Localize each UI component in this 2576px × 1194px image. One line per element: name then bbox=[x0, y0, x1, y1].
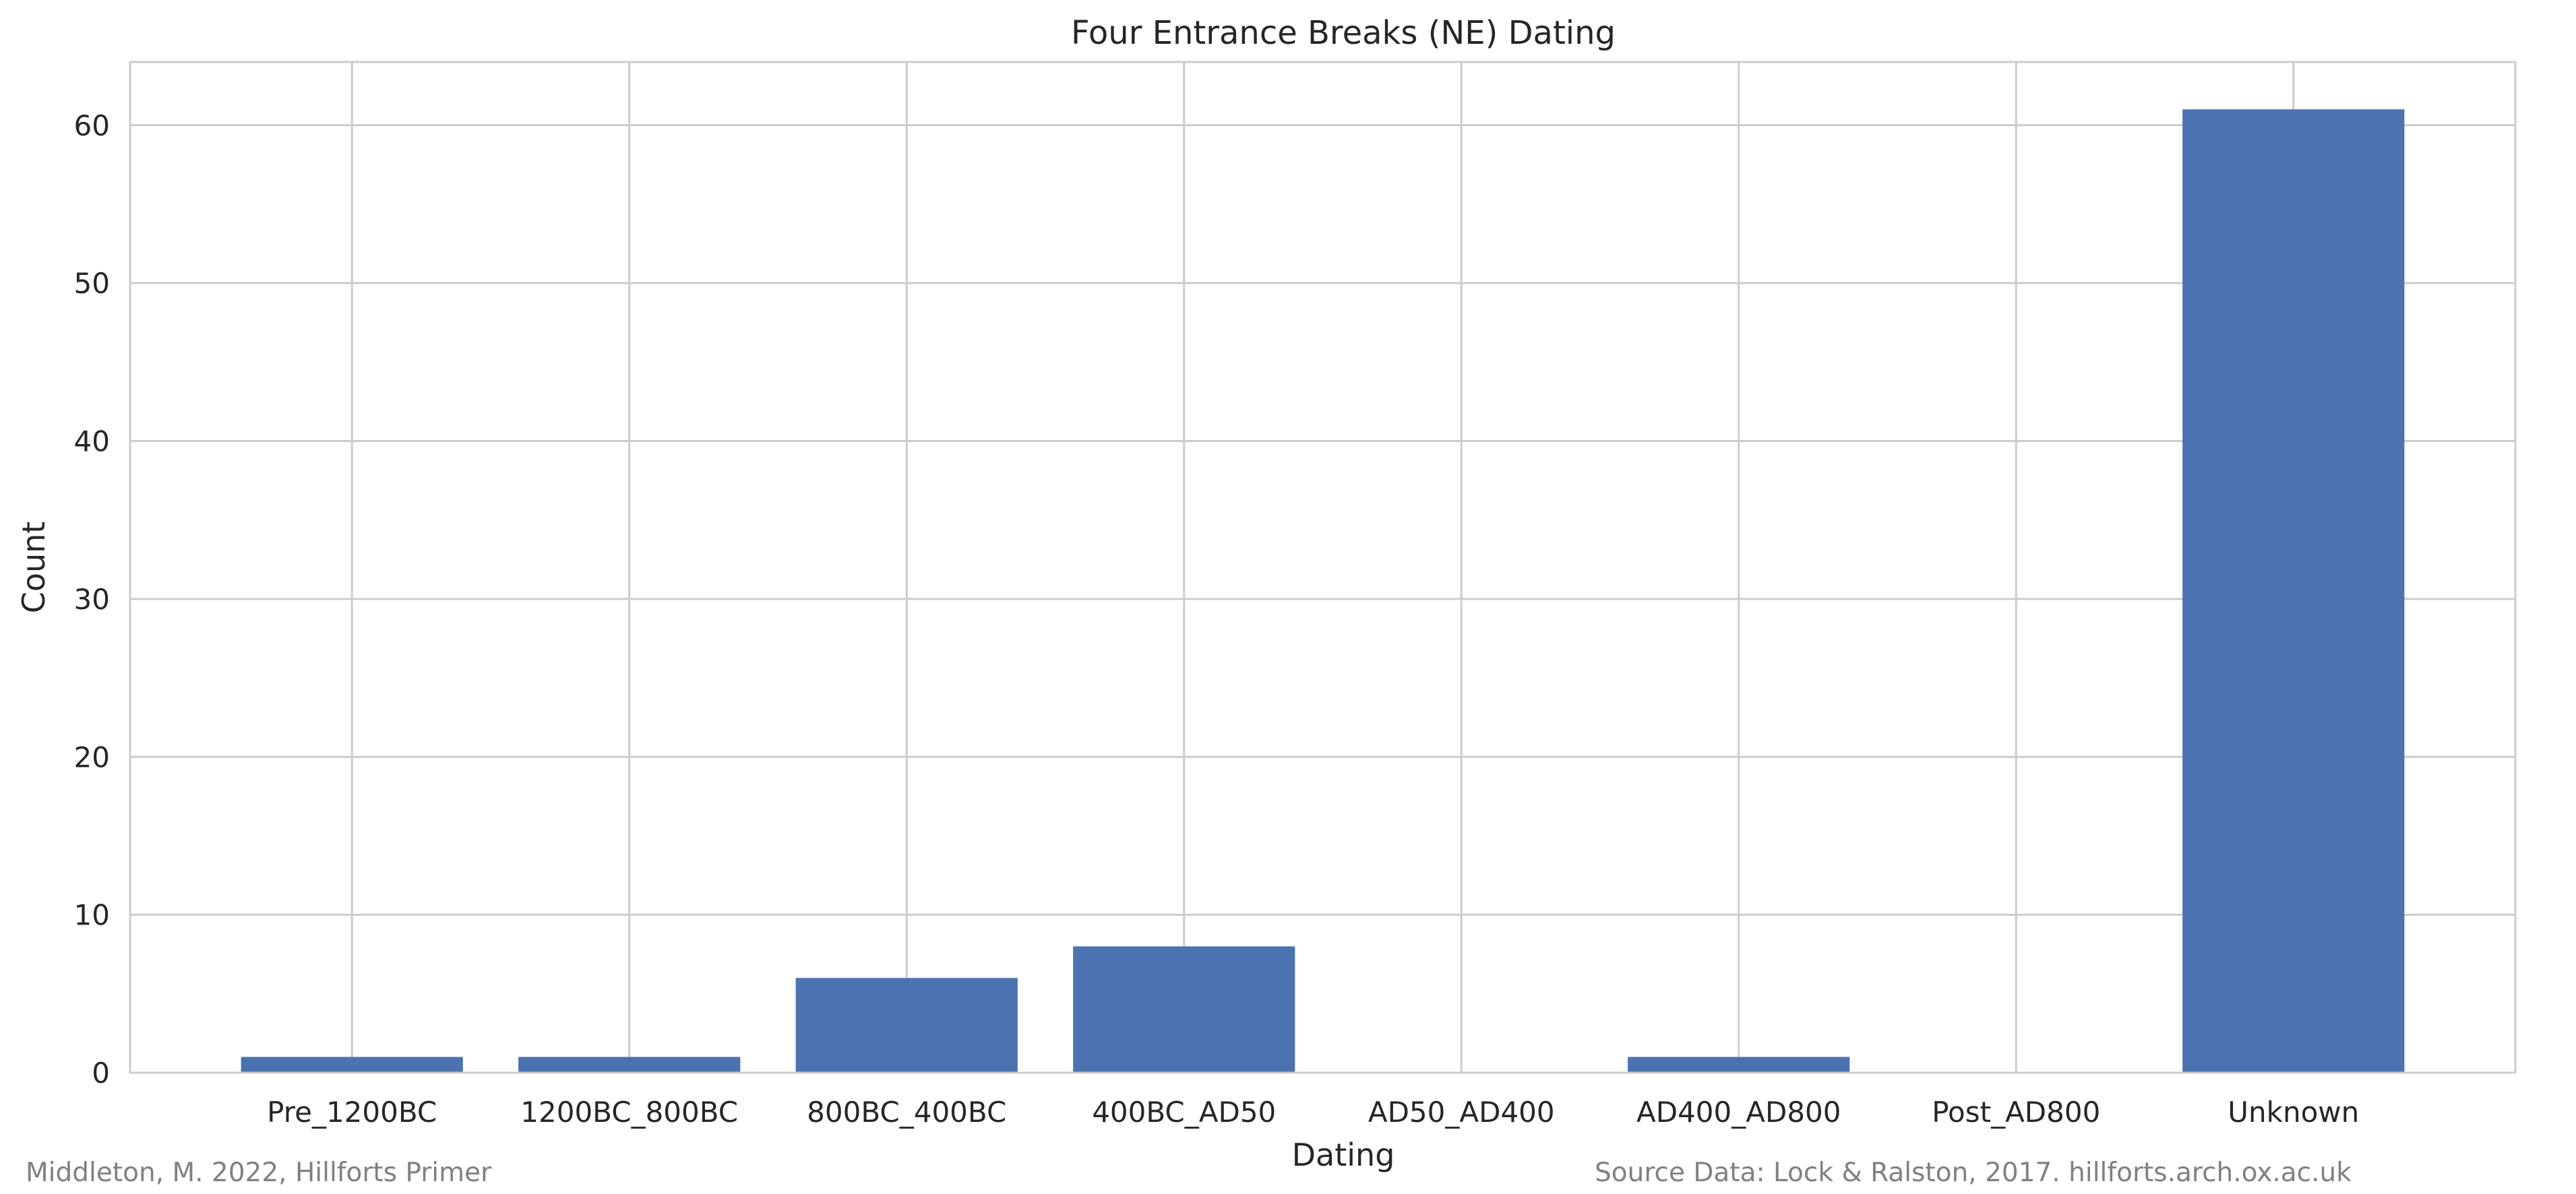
y-tick-label: 20 bbox=[74, 741, 110, 774]
x-tick-label: 1200BC_800BC bbox=[520, 1096, 738, 1129]
y-tick-label: 10 bbox=[74, 899, 110, 932]
y-axis-label: Count bbox=[16, 522, 52, 614]
x-axis-label: Dating bbox=[1292, 1137, 1395, 1173]
x-tick-label: Post_AD800 bbox=[1932, 1096, 2100, 1129]
bars bbox=[241, 109, 2405, 1073]
author-credit: Middleton, M. 2022, Hillforts Primer bbox=[26, 1158, 492, 1188]
chart-title: Four Entrance Breaks (NE) Dating bbox=[1071, 14, 1616, 52]
bar bbox=[795, 978, 1018, 1073]
x-tick-label: AD400_AD800 bbox=[1636, 1096, 1841, 1129]
x-tick-labels: Pre_1200BC 1200BC_800BC 800BC_400BC 400BC_A… bbox=[267, 1096, 2359, 1129]
x-tick-label: 400BC_AD50 bbox=[1092, 1096, 1276, 1129]
bar bbox=[1073, 946, 1295, 1073]
bar bbox=[1628, 1057, 1850, 1073]
y-tick-labels: 0 10 20 30 40 50 60 bbox=[74, 109, 110, 1090]
y-tick-label: 0 bbox=[92, 1057, 110, 1090]
x-tick-label: Pre_1200BC bbox=[267, 1096, 437, 1129]
bar bbox=[241, 1057, 463, 1073]
x-tick-label: 800BC_400BC bbox=[807, 1096, 1006, 1129]
bar bbox=[2182, 109, 2405, 1073]
x-tick-label: Unknown bbox=[2228, 1096, 2359, 1129]
y-tick-label: 60 bbox=[74, 109, 110, 142]
source-credit: Source Data: Lock & Ralston, 2017. hillf… bbox=[1595, 1158, 2352, 1188]
plot-frame bbox=[129, 61, 2517, 1074]
y-tick-label: 40 bbox=[74, 425, 110, 458]
x-tick-label: AD50_AD400 bbox=[1368, 1096, 1555, 1129]
bar bbox=[518, 1057, 741, 1073]
grid-lines bbox=[130, 62, 2515, 1074]
y-tick-label: 50 bbox=[74, 267, 110, 300]
y-tick-label: 30 bbox=[74, 583, 110, 616]
